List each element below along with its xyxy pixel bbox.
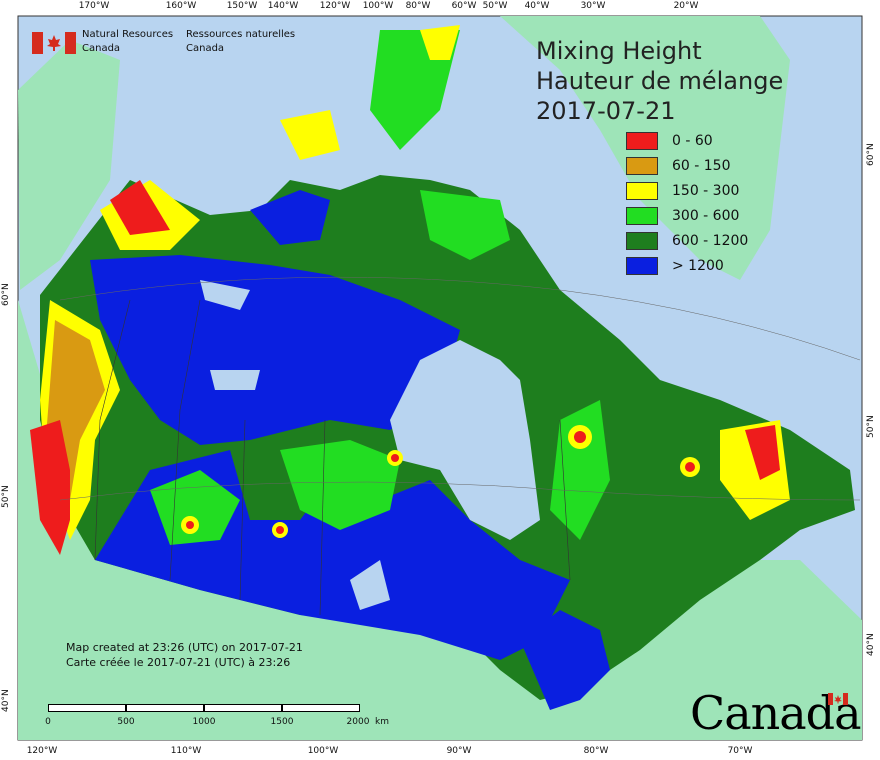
yellow-arctic-west — [280, 110, 340, 160]
legend-label: 150 - 300 — [672, 183, 740, 199]
title-fr: Hauteur de mélange — [536, 67, 784, 95]
nrcan-name-en: Natural Resources Canada — [82, 29, 174, 54]
province-boundary — [239, 419, 246, 601]
tick-label: 120°W — [26, 746, 58, 756]
green-baffin — [420, 190, 510, 260]
legend-label: > 1200 — [672, 258, 724, 274]
tick-label: 50°N — [866, 415, 876, 438]
tick-label: 60°N — [866, 143, 876, 166]
green-quebec — [550, 400, 610, 540]
title-en: Mixing Height — [536, 37, 702, 65]
legend-swatch — [626, 132, 658, 150]
tick-label: 150°W — [226, 1, 258, 11]
legend-label: 60 - 150 — [672, 158, 731, 174]
hotspot — [186, 521, 194, 529]
map-title: Mixing Height Hauteur de mélange 2017-07… — [536, 36, 783, 126]
tick-label: 20°W — [673, 1, 699, 11]
tick-label: 90°W — [446, 746, 472, 756]
scale-segment — [282, 704, 360, 712]
legend-label: 300 - 600 — [672, 208, 740, 224]
lake — [200, 280, 250, 310]
tick-label: 40°W — [524, 1, 550, 11]
tick-label: 40°N — [1, 689, 11, 712]
red-bc-coast — [30, 420, 70, 555]
legend: 0 - 60 60 - 150 150 - 300 300 - 600 600 … — [626, 132, 786, 282]
graticule — [59, 481, 861, 501]
yellow-arctic-north — [420, 25, 460, 60]
legend-item: 150 - 300 — [626, 182, 786, 207]
legend-swatch — [626, 157, 658, 175]
tick-label: 100°W — [362, 1, 394, 11]
legend-swatch — [626, 207, 658, 225]
tick-label: 120°W — [319, 1, 351, 11]
hudson-bay — [390, 340, 540, 540]
legend-swatch — [626, 182, 658, 200]
credit-fr: Carte créée le 2017-07-21 (UTC) à 23:26 — [66, 656, 291, 669]
hotspot — [574, 431, 586, 443]
tick-label: 60°N — [1, 283, 11, 306]
scale-segment — [48, 704, 126, 712]
tick-label: 140°W — [267, 1, 299, 11]
tick-label: 80°W — [405, 1, 431, 11]
red-labrador — [745, 425, 780, 480]
legend-label: 0 - 60 — [672, 133, 713, 149]
scale-label: 1000 — [192, 717, 216, 727]
map-credits: Map created at 23:26 (UTC) on 2017-07-21… — [66, 640, 303, 670]
legend-item: 60 - 150 — [626, 157, 786, 182]
title-date: 2017-07-21 — [536, 97, 676, 125]
legend-item: > 1200 — [626, 257, 786, 282]
blue-arctic — [250, 190, 330, 245]
scale-label: 500 — [117, 717, 135, 727]
tick-label: 60°W — [451, 1, 477, 11]
credit-en: Map created at 23:26 (UTC) on 2017-07-21 — [66, 641, 303, 654]
canada-flag-icon — [828, 693, 848, 705]
scale-label: 2000 — [346, 717, 370, 727]
tick-label: 160°W — [165, 1, 197, 11]
legend-swatch — [626, 257, 658, 275]
graticule — [59, 276, 861, 361]
scale-label: 1500 — [270, 717, 294, 727]
blue-ontario — [520, 610, 610, 710]
tick-label: 170°W — [78, 1, 110, 11]
alaska-land — [18, 40, 120, 290]
legend-item: 600 - 1200 — [626, 232, 786, 257]
tick-label: 70°W — [727, 746, 753, 756]
legend-item: 0 - 60 — [626, 132, 786, 157]
tick-label: 30°W — [580, 1, 606, 11]
nrcan-name-fr: Ressources naturelles Canada — [186, 29, 296, 54]
green-central — [280, 440, 400, 530]
tick-label: 50°W — [482, 1, 508, 11]
legend-swatch — [626, 232, 658, 250]
hotspot — [276, 526, 284, 534]
legend-item: 300 - 600 — [626, 207, 786, 232]
scale-bar: 0 500 1000 1500 2000 km — [45, 704, 389, 736]
tick-label: 40°N — [866, 633, 876, 656]
tick-label: 80°W — [583, 746, 609, 756]
lake — [210, 370, 260, 390]
province-boundary — [94, 299, 131, 561]
province-boundary — [319, 419, 326, 616]
scale-segment — [204, 704, 282, 712]
province-boundary — [559, 419, 571, 581]
red-north-yukon — [110, 180, 170, 235]
province-boundary — [169, 299, 201, 581]
tick-label: 50°N — [1, 485, 11, 508]
scale-segment — [126, 704, 204, 712]
tick-label: 110°W — [170, 746, 202, 756]
lake — [350, 560, 390, 610]
scale-label: 0 — [45, 717, 51, 727]
legend-label: 600 - 1200 — [672, 233, 749, 249]
canada-flag-icon — [32, 32, 76, 54]
hotspot — [391, 454, 399, 462]
scale-unit: km — [375, 717, 389, 727]
hotspot — [685, 462, 695, 472]
tick-label: 100°W — [307, 746, 339, 756]
